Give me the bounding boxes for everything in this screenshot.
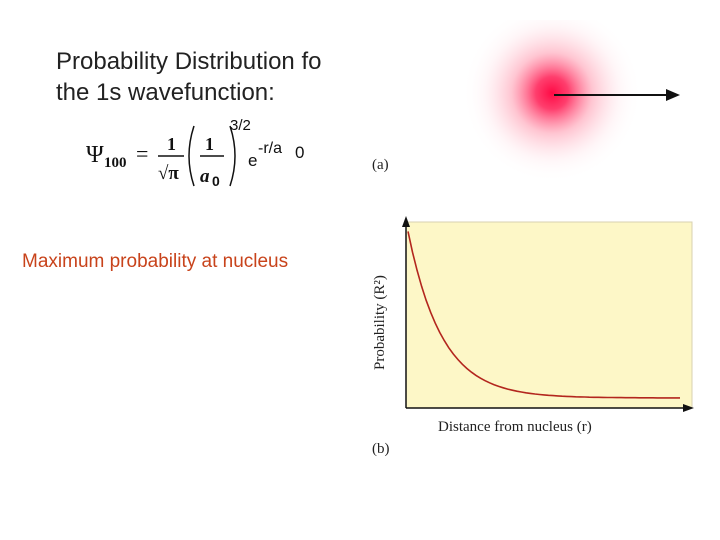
right-arrow-icon — [554, 89, 680, 101]
psi-symbol: Ψ — [86, 142, 104, 168]
x-axis-label: Distance from nucleus (r) — [438, 419, 592, 435]
fraction-2-denominator-sub: 0 — [212, 173, 220, 189]
exp-power-sub: 0 — [295, 143, 304, 162]
plot-area — [405, 221, 693, 409]
wavefunction-formula: Ψ 100 = 1 √π 1 a 0 3/2 e -r/a 0 — [86, 117, 304, 189]
y-axis-arrow-head-icon — [402, 216, 410, 227]
psi-subscript: 100 — [104, 155, 127, 171]
equals-sign: = — [136, 141, 148, 166]
right-paren — [229, 125, 236, 187]
figure-b-label: (b) — [372, 441, 390, 457]
title-line-2: the 1s wavefunction: — [56, 79, 275, 106]
power-exponent: 3/2 — [230, 117, 251, 134]
electron-density-cloud — [462, 20, 642, 183]
title-line-1: Probability Distribution fo — [56, 48, 322, 75]
x-axis-arrow-head-icon — [683, 404, 694, 412]
fraction-2-numerator: 1 — [205, 134, 214, 154]
probability-curve — [407, 231, 680, 399]
fraction-2-denominator: a — [200, 166, 210, 187]
exp-power: -r/a — [258, 140, 282, 157]
y-axis-label: Probability (R²) — [372, 275, 388, 370]
maximum-probability-note: Maximum probability at nucleus — [22, 251, 289, 272]
figure-a-label: (a) — [372, 157, 389, 173]
exp-base: e — [248, 151, 257, 170]
left-paren — [188, 125, 195, 187]
slide-title: Probability Distribution fo the 1s wavef… — [56, 46, 356, 110]
probability-graph: Probability (R²) Distance from nucleus (… — [372, 216, 694, 435]
fraction-1-denominator: √π — [158, 163, 179, 184]
orbital-density-figure — [462, 20, 680, 183]
fraction-1-numerator: 1 — [167, 134, 176, 154]
